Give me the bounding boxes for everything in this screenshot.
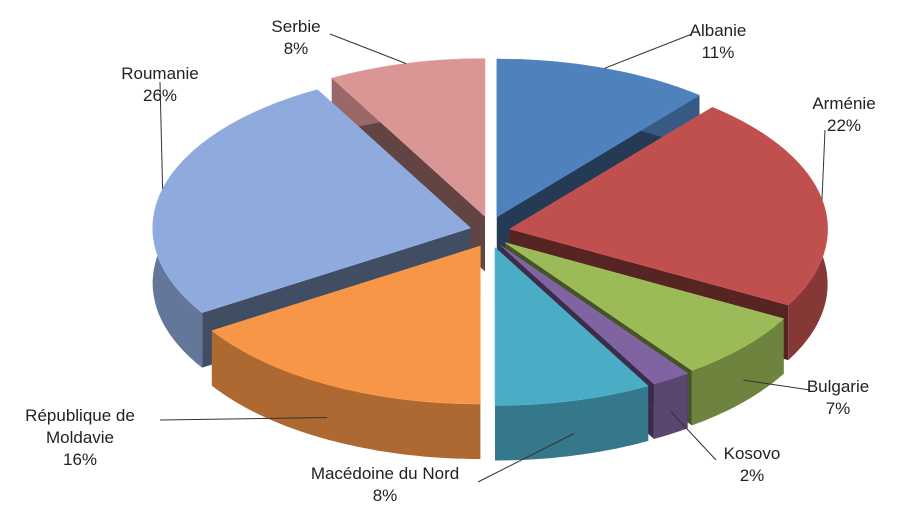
value-label: 11% xyxy=(701,43,735,62)
value-label: 26% xyxy=(142,86,178,105)
leader-line xyxy=(477,433,575,483)
leader-line xyxy=(159,417,328,421)
slice xyxy=(500,245,689,385)
slice-side xyxy=(211,330,481,459)
category-label: Macédoine du Nord xyxy=(310,464,460,483)
category-label: Arménie xyxy=(812,94,876,113)
category-label: Albanie xyxy=(689,21,747,40)
value-label: 16% xyxy=(62,450,98,469)
slice xyxy=(494,246,649,406)
leader-line xyxy=(329,33,407,64)
value-label: 8% xyxy=(283,39,309,58)
leader-line xyxy=(159,81,164,189)
slice xyxy=(331,58,486,218)
leader-line xyxy=(743,379,811,391)
slice xyxy=(496,58,701,218)
slice xyxy=(211,245,481,405)
slice-label: Arménie 22% xyxy=(744,93,901,137)
value-label: 2% xyxy=(739,466,765,485)
leader-line xyxy=(670,411,717,461)
leader-line xyxy=(604,33,693,69)
slice-label: Serbie 8% xyxy=(196,16,396,60)
value-label: 7% xyxy=(825,399,851,418)
slice-label: Macédoine du Nord 8% xyxy=(285,463,485,507)
leader-line xyxy=(821,129,826,200)
slice-group xyxy=(211,245,481,459)
slice-label: Albanie 11% xyxy=(618,20,818,64)
slice-group xyxy=(494,246,649,461)
slice-label: Bulgarie 7% xyxy=(738,376,901,420)
category-label: Serbie xyxy=(271,17,321,36)
category-label: Kosovo xyxy=(723,444,781,463)
value-label: 22% xyxy=(826,116,862,135)
slice-side xyxy=(691,318,784,426)
category-label: Bulgarie xyxy=(806,377,870,396)
value-label: 8% xyxy=(372,486,398,505)
slice-label: République de Moldavie 16% xyxy=(5,405,155,471)
slice xyxy=(504,242,785,371)
category-label: Roumanie xyxy=(121,64,199,83)
slice-side xyxy=(653,373,688,439)
slice-label: Kosovo 2% xyxy=(652,443,852,487)
category-label: République de Moldavie xyxy=(25,406,135,447)
slice xyxy=(152,89,472,313)
slice-label: Roumanie 26% xyxy=(60,63,260,107)
